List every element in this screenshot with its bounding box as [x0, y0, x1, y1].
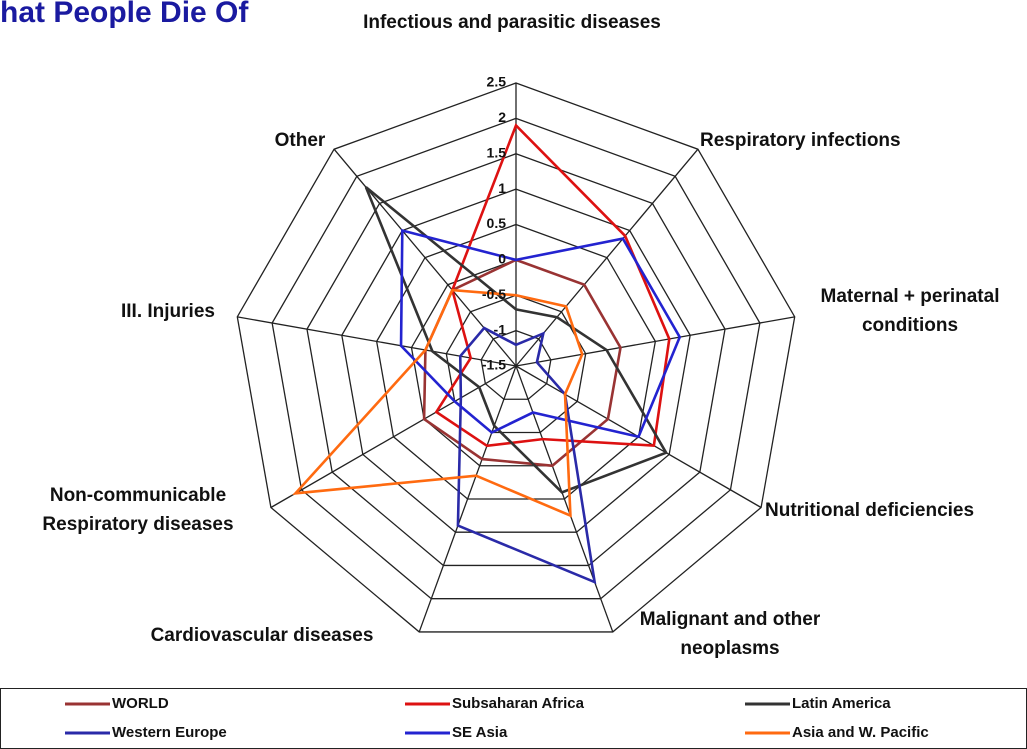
series-line — [399, 228, 682, 439]
grid-ring — [341, 188, 691, 533]
series-line — [292, 288, 584, 518]
tick-label: 0 — [498, 251, 506, 267]
legend-label: WORLD — [112, 695, 169, 712]
tick-label: 2 — [498, 109, 506, 125]
axis-label: Other — [274, 130, 326, 151]
legend-label: Latin America — [792, 695, 891, 712]
tick-label: 1 — [498, 180, 506, 196]
tick-label: -1.5 — [482, 357, 506, 373]
axis-spoke — [515, 148, 699, 367]
series-line — [434, 123, 671, 448]
axis-label: Maternal + perinatal conditions — [820, 286, 1000, 336]
tick-label: -1 — [494, 321, 507, 337]
axis-label: Infectious and parasitic diseases — [363, 12, 661, 33]
tick-label: -0.5 — [482, 286, 506, 302]
axis-spoke — [270, 365, 517, 509]
series-line — [456, 326, 597, 585]
axis-label: III. Injuries — [121, 301, 215, 322]
axis-label: Malignant and other neoplasms — [639, 609, 821, 659]
grid-ring — [271, 117, 761, 600]
axis-label: Respiratory infections — [700, 130, 901, 151]
axis-label: Nutritional deficiencies — [765, 500, 975, 521]
chart-title: hat People Die Of — [0, 0, 249, 29]
legend-label: Western Europe — [112, 724, 227, 741]
axis-spoke — [418, 365, 517, 633]
axis-spoke — [515, 365, 614, 633]
axis-label: Non-communicable Respiratory diseases — [42, 485, 234, 535]
tick-label: 1.5 — [487, 144, 507, 160]
legend-label: SE Asia — [452, 724, 508, 741]
axis-label: Cardiovascular diseases — [150, 625, 374, 646]
series-line — [364, 186, 669, 494]
grid-ring — [306, 153, 726, 567]
tick-label: 2.5 — [487, 74, 507, 90]
legend-label: Subsaharan Africa — [452, 695, 585, 712]
legend-label: Asia and W. Pacific — [792, 724, 929, 741]
tick-label: 0.5 — [487, 215, 507, 231]
axis-spoke — [515, 316, 795, 367]
grid-ring — [236, 82, 796, 633]
grid-ring — [480, 329, 552, 400]
